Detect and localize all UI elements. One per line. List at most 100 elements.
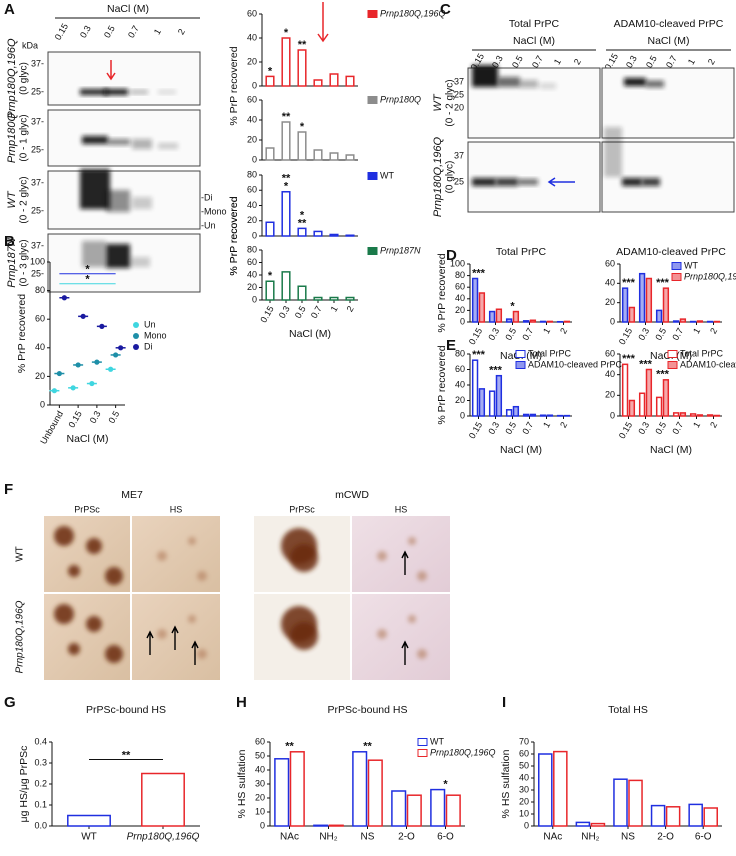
point — [51, 388, 57, 394]
bar — [689, 413, 697, 417]
arrow — [401, 550, 409, 575]
arrow — [317, 2, 329, 43]
kda-marker: 37- — [31, 58, 44, 68]
y-tick-label: 0.1 — [34, 799, 47, 809]
x-tick-label: NS — [621, 832, 635, 843]
blot-band — [130, 90, 148, 94]
legend-label: WT — [430, 736, 444, 746]
legend-label: Prnp180Q,196Q — [430, 747, 496, 757]
legend-swatch — [367, 247, 378, 255]
blot-band — [540, 83, 556, 89]
significance: ** — [298, 217, 307, 229]
lane-label: 0.3 — [78, 24, 93, 40]
x-tick-label: 2-O — [398, 832, 415, 843]
bar — [706, 414, 714, 417]
bar — [645, 277, 653, 323]
bar — [430, 788, 446, 827]
y-axis-label: % PrP recovered — [228, 46, 240, 125]
bar — [445, 794, 461, 827]
point — [108, 366, 114, 372]
x-tick-label: 0.5 — [293, 304, 308, 320]
y-axis-label: % PrP recovered — [436, 253, 448, 332]
lane-label: 0.5 — [510, 54, 525, 70]
bar — [367, 759, 383, 827]
x-tick-label: 2-O — [657, 832, 674, 843]
lane-label: 0.3 — [624, 54, 639, 70]
bar — [590, 822, 606, 827]
row-label: (0 glyc) — [445, 161, 456, 194]
y-tick-label: 80 — [455, 270, 465, 280]
y-tick-label: 0 — [252, 154, 257, 164]
y-tick-label: 0 — [40, 399, 45, 409]
legend-swatch — [417, 749, 428, 757]
y-tick-label: 50 — [255, 750, 265, 760]
bar — [281, 121, 291, 161]
x-tick-label: 0.3 — [636, 420, 651, 436]
panel-letter: A — [4, 1, 15, 18]
row-label: Prnp180Q,196Q — [15, 600, 26, 673]
bar — [297, 49, 307, 87]
y-tick-label: 60 — [35, 314, 45, 324]
bar — [539, 320, 547, 323]
legend-swatch — [667, 361, 678, 369]
x-tick-label: 2 — [708, 420, 719, 429]
legend-swatch — [367, 172, 378, 180]
x-tick-label: 0.15 — [617, 420, 634, 440]
bar — [638, 392, 646, 417]
group-label: mCWD — [335, 489, 369, 501]
x-tick-label: 1 — [691, 326, 702, 335]
y-tick-label: 30 — [255, 778, 265, 788]
legend-label: Di — [144, 341, 153, 351]
blot-band — [624, 78, 646, 86]
blot-band — [130, 257, 150, 267]
y-tick-label: 20 — [455, 395, 465, 405]
group-label: ME7 — [121, 489, 143, 501]
significance: * — [268, 270, 273, 282]
stain-blob — [54, 604, 74, 624]
row-label: WT — [15, 546, 26, 562]
y-tick-label: 60 — [605, 348, 615, 358]
legend-swatch — [515, 361, 526, 369]
significance: * — [300, 209, 305, 221]
row-label: Prnp180Q,196Q — [432, 137, 444, 218]
x-tick-label: 0.5 — [503, 420, 518, 436]
bar — [313, 230, 323, 237]
bar — [679, 318, 687, 323]
glyco-label: -Un — [201, 220, 216, 230]
stain-blob — [290, 622, 318, 650]
significance: *** — [656, 277, 670, 289]
y-tick-label: 10 — [255, 806, 265, 816]
y-tick-label: 10 — [519, 808, 529, 818]
x-tick-label: 0.15 — [467, 326, 484, 346]
y-tick-label: 40 — [455, 293, 465, 303]
point — [118, 345, 124, 351]
y-axis-label: % PrP recovered — [16, 294, 28, 373]
arrow — [171, 625, 179, 650]
legend-label: Prnp180Q,196Q — [380, 8, 446, 18]
y-tick-label: 40 — [519, 772, 529, 782]
y-axis-label: % HS sulfation — [236, 749, 248, 818]
blot-image — [601, 141, 735, 213]
bar — [265, 221, 275, 237]
x-tick-label: 6-O — [695, 832, 712, 843]
bar — [488, 310, 496, 323]
y-tick-label: 20 — [247, 282, 257, 292]
bar — [495, 308, 503, 323]
y-tick-label: 20 — [455, 305, 465, 315]
point — [80, 313, 86, 319]
bar — [512, 405, 520, 417]
significance: *** — [639, 358, 653, 370]
bar — [679, 412, 687, 417]
panel-letter: C — [440, 1, 451, 18]
y-tick-label: 0 — [610, 410, 615, 420]
lane-label: 1 — [552, 57, 563, 66]
kda-label: kDa — [22, 40, 38, 50]
arrow — [146, 630, 154, 655]
x-tick-label: 0.7 — [520, 326, 535, 342]
row-label: (0 glyc) — [19, 62, 30, 95]
bar — [345, 296, 355, 301]
kda-marker: 25 — [454, 176, 464, 186]
y-tick-label: 40 — [255, 764, 265, 774]
histology-image — [352, 594, 450, 680]
stain-blob — [377, 629, 387, 639]
